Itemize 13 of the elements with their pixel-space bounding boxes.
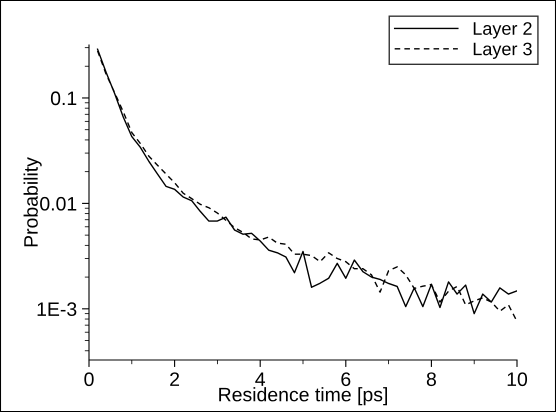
legend-label: Layer 3: [474, 42, 532, 59]
x-axis-title: Residence time [ps]: [219, 387, 387, 406]
x-tick-label: 8: [426, 372, 436, 386]
y-tick-label: 0.01: [40, 196, 76, 211]
x-tick-label: 4: [255, 372, 266, 386]
y-tick-label: 0.1: [50, 91, 76, 106]
x-tick-label: 0: [84, 372, 94, 386]
y-axis-title: Probability: [24, 157, 42, 246]
x-tick-label: 10: [508, 372, 528, 386]
x-tick-label: 2: [170, 372, 180, 386]
legend-label: Layer 2: [474, 22, 532, 38]
x-tick-label: 6: [341, 372, 350, 386]
y-tick-label: 1E-3: [38, 302, 76, 316]
